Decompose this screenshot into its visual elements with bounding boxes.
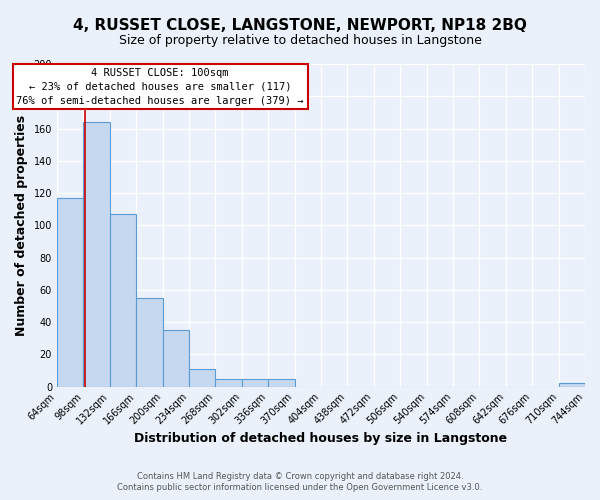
Bar — [110, 214, 136, 386]
Text: Contains public sector information licensed under the Open Government Licence v3: Contains public sector information licen… — [118, 484, 482, 492]
Bar — [559, 384, 585, 386]
Bar — [57, 198, 83, 386]
X-axis label: Distribution of detached houses by size in Langstone: Distribution of detached houses by size … — [134, 432, 508, 445]
Text: 4, RUSSET CLOSE, LANGSTONE, NEWPORT, NP18 2BQ: 4, RUSSET CLOSE, LANGSTONE, NEWPORT, NP1… — [73, 18, 527, 32]
Text: 4 RUSSET CLOSE: 100sqm
← 23% of detached houses are smaller (117)
76% of semi-de: 4 RUSSET CLOSE: 100sqm ← 23% of detached… — [16, 68, 304, 106]
Text: Size of property relative to detached houses in Langstone: Size of property relative to detached ho… — [119, 34, 481, 47]
Bar — [268, 378, 295, 386]
Bar — [83, 122, 110, 386]
Bar — [242, 378, 268, 386]
Bar — [189, 369, 215, 386]
Bar — [163, 330, 189, 386]
Bar — [215, 378, 242, 386]
Text: Contains HM Land Registry data © Crown copyright and database right 2024.: Contains HM Land Registry data © Crown c… — [137, 472, 463, 481]
Y-axis label: Number of detached properties: Number of detached properties — [15, 115, 28, 336]
Bar — [136, 298, 163, 386]
